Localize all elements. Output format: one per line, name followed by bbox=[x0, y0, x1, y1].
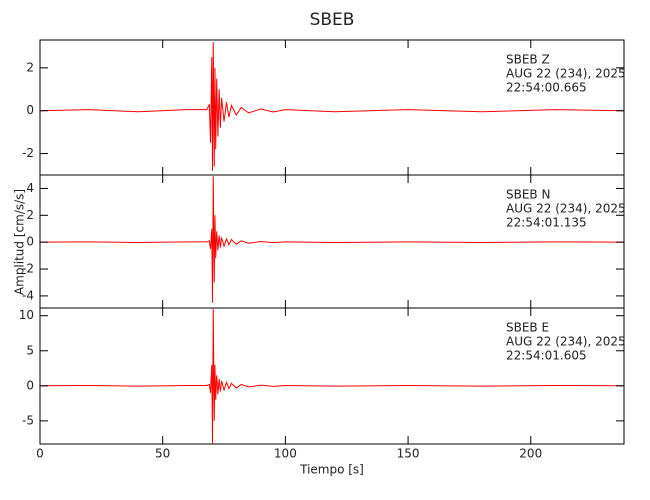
annotation: 22:54:01.135 bbox=[506, 216, 587, 230]
trace bbox=[40, 42, 624, 171]
x-tick-label: 0 bbox=[36, 447, 44, 461]
y-tick-label: -2 bbox=[22, 146, 34, 160]
y-tick-label: 10 bbox=[19, 308, 34, 322]
y-axis-label: Amplitud [cm/s/s] bbox=[13, 189, 27, 295]
annotation: 22:54:00.665 bbox=[506, 81, 587, 95]
plot-area bbox=[40, 42, 624, 171]
annotation: AUG 22 (234), 2025 bbox=[506, 335, 626, 349]
y-tick-label: 2 bbox=[26, 208, 34, 222]
panel-frame bbox=[39, 307, 625, 445]
annotation: SBEB E bbox=[506, 321, 549, 335]
annotation: AUG 22 (234), 2025 bbox=[506, 202, 626, 216]
y-tick-label: 0 bbox=[26, 103, 34, 117]
y-tick-label: -5 bbox=[22, 413, 34, 427]
annotation: AUG 22 (234), 2025 bbox=[506, 67, 626, 81]
x-axis-label: Tiempo [s] bbox=[299, 463, 364, 477]
y-tick-label: 0 bbox=[26, 378, 34, 392]
trace bbox=[40, 176, 624, 303]
trace bbox=[40, 308, 624, 444]
annotation: SBEB Z bbox=[506, 53, 550, 67]
annotation: 22:54:01.605 bbox=[506, 349, 587, 363]
annotation: SBEB N bbox=[506, 188, 550, 202]
y-tick-label: 5 bbox=[26, 343, 34, 357]
x-tick-label: 150 bbox=[397, 447, 420, 461]
y-tick-label: 0 bbox=[26, 235, 34, 249]
y-tick-label: -2 bbox=[22, 262, 34, 276]
plot-area bbox=[40, 176, 624, 303]
x-tick-label: 200 bbox=[519, 447, 542, 461]
y-tick-label: -4 bbox=[22, 288, 34, 302]
x-tick-label: 100 bbox=[274, 447, 297, 461]
y-tick-label: 2 bbox=[26, 60, 34, 74]
chart-title: SBEB bbox=[310, 10, 355, 30]
plot-area bbox=[40, 308, 624, 444]
x-tick-label: 50 bbox=[155, 447, 170, 461]
y-tick-label: 4 bbox=[26, 181, 34, 195]
